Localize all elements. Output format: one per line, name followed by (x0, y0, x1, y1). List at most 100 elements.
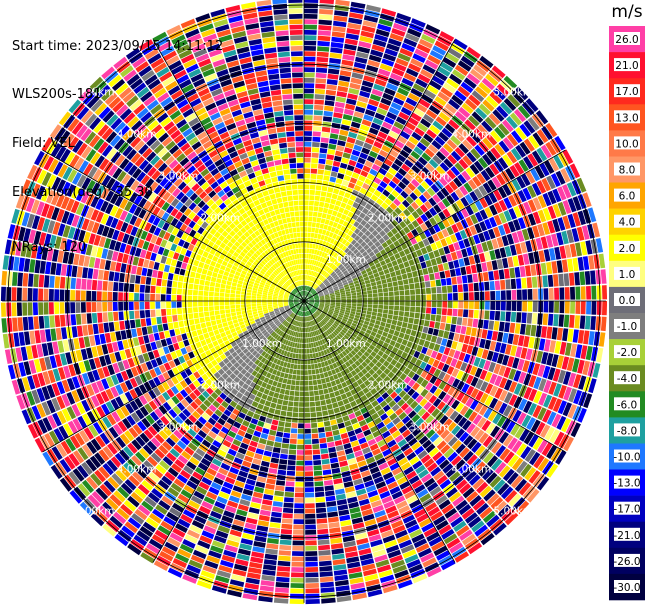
velocity-gate (482, 153, 493, 166)
velocity-gate (410, 306, 416, 312)
velocity-gate (317, 245, 322, 251)
velocity-gate (266, 543, 279, 550)
velocity-gate (335, 302, 341, 305)
velocity-gate (392, 281, 398, 287)
velocity-gate (435, 455, 447, 466)
velocity-gate (440, 429, 450, 440)
velocity-gate (477, 319, 484, 329)
velocity-gate (305, 577, 319, 583)
velocity-gate (326, 283, 331, 288)
velocity-gate (484, 207, 493, 218)
velocity-gate (511, 90, 525, 104)
velocity-gate (373, 297, 378, 301)
velocity-gate (413, 318, 420, 325)
velocity-gate (432, 45, 447, 56)
velocity-gate (382, 342, 389, 349)
velocity-gate (464, 119, 476, 131)
velocity-gate (337, 255, 343, 262)
velocity-gate (428, 197, 437, 207)
velocity-gate (453, 292, 458, 301)
velocity-gate (343, 209, 350, 216)
velocity-gate (432, 265, 439, 273)
velocity-gate (598, 253, 606, 269)
velocity-gate (471, 441, 482, 453)
velocity-gate (554, 287, 560, 300)
velocity-gate (312, 374, 317, 380)
velocity-gate (508, 381, 518, 393)
velocity-gate (527, 301, 533, 312)
velocity-gate (513, 383, 523, 395)
velocity-gate (270, 385, 276, 392)
velocity-gate (588, 331, 595, 346)
velocity-gate (317, 46, 330, 52)
velocity-gate (332, 26, 346, 33)
velocity-gate (322, 325, 328, 331)
velocity-gate (325, 159, 333, 166)
velocity-gate (304, 67, 315, 73)
velocity-gate (312, 292, 317, 296)
velocity-gate (422, 190, 432, 200)
velocity-gate (482, 271, 489, 282)
velocity-gate (345, 216, 352, 223)
velocity-gate (518, 482, 532, 496)
velocity-gate (483, 451, 494, 464)
velocity-gate (334, 260, 339, 266)
velocity-gate (383, 327, 390, 333)
velocity-gate (435, 165, 446, 176)
velocity-gate (403, 279, 409, 285)
velocity-gate (402, 126, 413, 136)
velocity-gate (530, 324, 537, 337)
velocity-gate (383, 305, 389, 310)
velocity-gate (304, 291, 305, 296)
velocity-gate (320, 245, 325, 252)
velocity-gate (279, 544, 292, 551)
velocity-gate (308, 302, 314, 305)
velocity-gate (388, 180, 397, 189)
velocity-gate (304, 259, 306, 264)
velocity-gate (342, 318, 348, 323)
velocity-gate (368, 344, 375, 351)
velocity-gate (511, 232, 520, 244)
velocity-gate (309, 259, 313, 265)
velocity-gate (569, 163, 581, 179)
velocity-gate (426, 84, 439, 95)
velocity-gate (356, 179, 364, 187)
velocity-gate (478, 282, 485, 291)
velocity-gate (397, 280, 404, 286)
velocity-gate (509, 112, 522, 126)
velocity-gate (443, 330, 450, 339)
velocity-gate (348, 88, 360, 95)
velocity-gate (320, 276, 325, 282)
velocity-gate (348, 315, 355, 320)
velocity-gate (521, 277, 527, 289)
velocity-gate (435, 116, 447, 127)
velocity-gate (337, 281, 343, 286)
velocity-gate (420, 307, 426, 314)
velocity-gate (373, 392, 381, 400)
velocity-gate (379, 180, 388, 189)
velocity-gate (491, 331, 499, 341)
velocity-gate (519, 266, 526, 277)
velocity-gate (481, 120, 493, 133)
velocity-gate (178, 320, 185, 328)
velocity-gate (304, 99, 314, 105)
velocity-gate (316, 217, 322, 223)
velocity-gate (369, 168, 378, 176)
velocity-gate (431, 75, 445, 86)
velocity-gate (580, 301, 586, 315)
velocity-gate (511, 440, 523, 453)
velocity-gate (344, 348, 350, 355)
velocity-gate (204, 316, 211, 322)
velocity-gate (389, 202, 398, 211)
velocity-gate (408, 379, 416, 388)
velocity-gate (545, 122, 558, 138)
velocity-gate (396, 337, 403, 344)
velocity-gate (321, 251, 326, 258)
velocity-gate (309, 300, 314, 301)
velocity-gate (479, 209, 488, 220)
velocity-gate (278, 464, 287, 470)
velocity-gate (311, 259, 315, 265)
velocity-gate (344, 38, 358, 46)
velocity-gate (567, 328, 574, 342)
velocity-gate (437, 301, 442, 308)
